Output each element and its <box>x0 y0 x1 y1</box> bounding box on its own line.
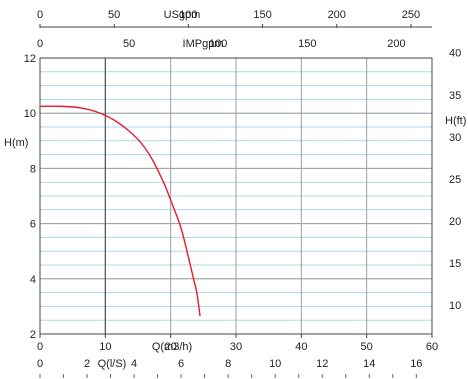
usgpm-tick-label: 0 <box>37 9 43 21</box>
usgpm-tick-label: 100 <box>179 9 197 21</box>
series-group <box>39 105 201 317</box>
x-tick-label: 40 <box>295 341 307 353</box>
hft-tick-label: 20 <box>449 216 461 228</box>
x-tick-label: 60 <box>426 341 438 353</box>
impgpm-axis-title: IMPgpm <box>183 38 224 50</box>
ls-tick-label: 10 <box>269 358 281 370</box>
y-tick-label: 10 <box>24 108 36 120</box>
x-tick-label: 20 <box>165 341 177 353</box>
ls-axis-title: Q(l/S) <box>98 358 127 370</box>
impgpm-tick-label: 100 <box>209 38 227 50</box>
ls-tick-label: 0 <box>37 358 43 370</box>
hft-tick-label: 30 <box>449 132 461 144</box>
grid <box>39 57 433 335</box>
hft-tick-label: 25 <box>449 174 461 186</box>
usgpm-tick-label: 200 <box>328 9 346 21</box>
ls-tick-label: 16 <box>410 358 422 370</box>
ls-tick-label: 8 <box>225 358 231 370</box>
usgpm-tick-label: 150 <box>253 9 271 21</box>
x-tick-label: 50 <box>361 341 373 353</box>
ls-tick-label: 2 <box>84 358 90 370</box>
x-tick-label: 30 <box>230 341 242 353</box>
usgpm-axis-title: USgpm <box>164 9 201 21</box>
impgpm-tick-label: 150 <box>298 38 316 50</box>
ls-tick-label: 4 <box>131 358 137 370</box>
impgpm-tick-label: 0 <box>37 38 43 50</box>
hft-axis-title: H(ft) <box>445 115 466 127</box>
y-tick-label: 12 <box>24 53 36 65</box>
hft-tick-label: 10 <box>449 300 461 312</box>
y-axis-title: H(m) <box>4 137 28 149</box>
usgpm-tick-label: 50 <box>108 9 120 21</box>
y-tick-label: 4 <box>30 274 36 286</box>
x-tick-label: 10 <box>99 341 111 353</box>
y-tick-label: 6 <box>30 219 36 231</box>
ls-tick-label: 14 <box>363 358 375 370</box>
usgpm-tick-label: 250 <box>402 9 420 21</box>
axes <box>39 24 433 378</box>
y-tick-label: 8 <box>30 163 36 175</box>
ls-tick-label: 12 <box>316 358 328 370</box>
hft-tick-label: 15 <box>449 258 461 270</box>
x-axis-title: Q(m3/h) <box>152 341 192 353</box>
y-tick-label: 2 <box>30 329 36 341</box>
hft-tick-label: 40 <box>449 48 461 60</box>
labels: 0 10 20 30 40 50 60Q(m3/h)0 2 4 6 8 10 12 14 16Q(l/S)0… <box>4 9 466 370</box>
ls-tick-label: 6 <box>178 358 184 370</box>
pump-curve-line <box>39 105 201 317</box>
impgpm-tick-label: 200 <box>387 38 405 50</box>
impgpm-tick-label: 50 <box>123 38 135 50</box>
hft-tick-label: 35 <box>449 90 461 102</box>
x-tick-label: 0 <box>37 341 43 353</box>
